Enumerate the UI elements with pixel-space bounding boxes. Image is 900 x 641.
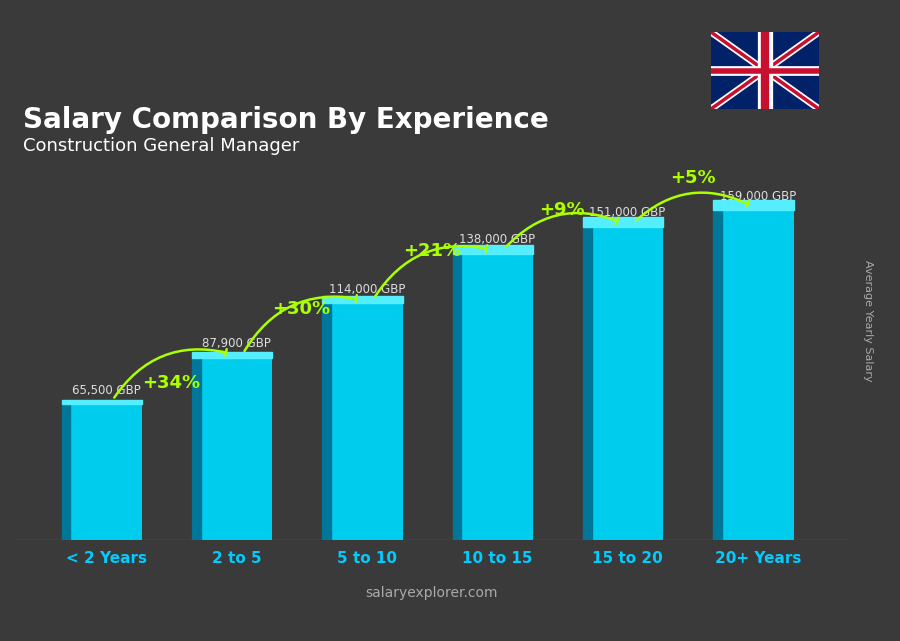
Bar <box>62 400 142 404</box>
Bar <box>62 404 70 540</box>
Text: +5%: +5% <box>670 169 716 187</box>
Text: +9%: +9% <box>539 201 585 219</box>
Text: Construction General Manager: Construction General Manager <box>23 137 300 155</box>
Text: 159,000 GBP: 159,000 GBP <box>720 190 796 203</box>
Text: salaryexplorer.com: salaryexplorer.com <box>365 586 499 600</box>
Bar <box>322 303 331 540</box>
Text: +21%: +21% <box>403 242 461 260</box>
Text: 114,000 GBP: 114,000 GBP <box>328 283 405 296</box>
Bar <box>322 296 402 303</box>
Bar <box>453 254 462 540</box>
Text: Average Yearly Salary: Average Yearly Salary <box>863 260 873 381</box>
Bar <box>583 227 591 540</box>
Bar <box>714 210 722 540</box>
Bar <box>192 358 201 540</box>
Bar <box>722 210 794 540</box>
Bar <box>331 303 402 540</box>
Bar <box>462 254 533 540</box>
Text: 65,500 GBP: 65,500 GBP <box>72 384 140 397</box>
Bar <box>714 200 794 210</box>
Text: +30%: +30% <box>273 299 330 317</box>
Text: Salary Comparison By Experience: Salary Comparison By Experience <box>23 106 549 134</box>
Bar <box>591 227 663 540</box>
Text: 87,900 GBP: 87,900 GBP <box>202 337 271 350</box>
Bar <box>192 352 273 358</box>
Text: 151,000 GBP: 151,000 GBP <box>590 206 666 219</box>
Bar <box>201 358 273 540</box>
Bar <box>583 217 663 227</box>
Text: 138,000 GBP: 138,000 GBP <box>459 233 536 246</box>
Bar <box>70 404 142 540</box>
Text: +34%: +34% <box>142 374 201 392</box>
Bar <box>453 245 533 254</box>
